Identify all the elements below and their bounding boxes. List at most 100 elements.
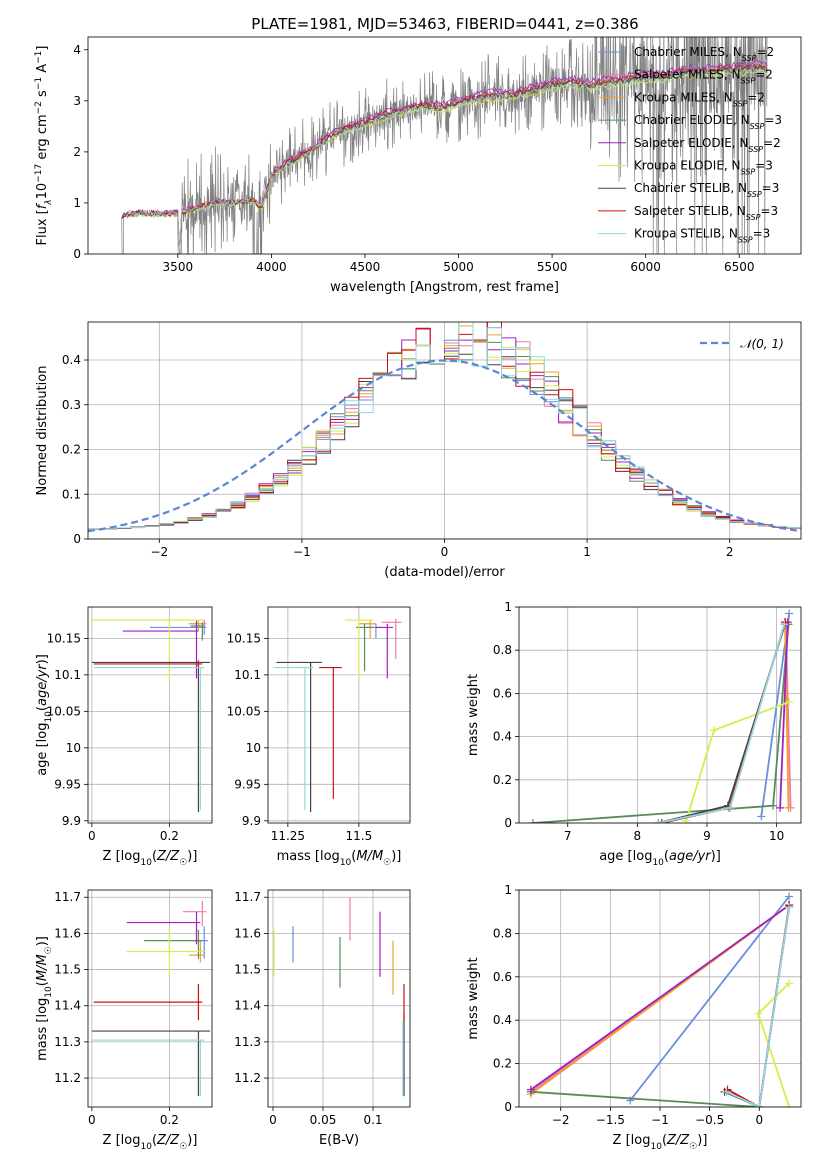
mass-vs-z-plot-area <box>91 900 211 1097</box>
weight-marker <box>785 609 794 618</box>
y-tick-label: 1 <box>504 600 512 614</box>
weight-marker <box>785 903 794 912</box>
y-axis-label: mass [log10(M/M☉)] <box>35 936 54 1061</box>
x-tick-label: 0 <box>441 545 449 559</box>
observed-spectrum <box>121 37 768 254</box>
y-tick-label: 0 <box>504 816 512 830</box>
weight-marker <box>725 803 734 812</box>
weight-line-0 <box>629 895 790 1102</box>
y-tick-label: 3 <box>73 94 81 108</box>
age-vs-mass-frame <box>267 606 411 824</box>
mw-vs-age-plot-area <box>528 609 795 823</box>
y-tick-label: 0 <box>504 1100 512 1114</box>
x-tick-label: 11.25 <box>271 829 305 843</box>
legend-entry: Chabrier MILES, NSSP=2 <box>634 45 774 63</box>
weight-line-6 <box>658 624 786 823</box>
x-tick-label: 0.05 <box>310 1113 337 1127</box>
mw-vs-age-axes: 7 8 9 10 0 0.2 0.4 0.6 0.8 1 age [log10(age/yr)] ma… <box>466 600 802 868</box>
y-tick-label: 0 <box>73 532 81 546</box>
mass-vs-z-frame <box>87 889 213 1108</box>
y-axis-label: age [log10(age/yr)] <box>35 654 54 776</box>
weight-marker <box>785 1103 794 1107</box>
x-axis-label: Z [log10(Z/Z☉)] <box>103 1133 198 1152</box>
x-tick-label: 4500 <box>350 260 381 274</box>
x-tick-label: 8 <box>634 829 642 843</box>
weight-marker <box>780 620 789 629</box>
y-tick-label: 9.95 <box>234 777 261 791</box>
y-tick-label: 11.2 <box>234 1071 261 1085</box>
y-tick-label: 10.05 <box>47 704 81 718</box>
age-vs-z-frame <box>87 606 213 824</box>
weight-marker <box>722 1087 731 1096</box>
x-tick-label: 5000 <box>443 260 474 274</box>
normal-curve <box>88 359 799 533</box>
mass-vs-ebv-plot-area <box>273 897 405 1097</box>
y-tick-label: 0.2 <box>493 1057 512 1071</box>
y-axis-label: Normed distribution <box>35 366 50 496</box>
y-tick-label: 2 <box>73 145 81 159</box>
weight-marker <box>776 803 785 812</box>
y-tick-label: 11.2 <box>54 1071 81 1085</box>
y-tick-label: 11.5 <box>54 963 81 977</box>
model-spectrum-7 <box>121 63 768 254</box>
mw-vs-z-axes: −2 −1.5 −1 −0.5 0 0 0.2 0.4 0.6 0.8 1 Z [log10(Z/Z☉… <box>466 883 802 1152</box>
y-tick-label: 10.15 <box>47 631 81 645</box>
histogram-8 <box>88 322 801 530</box>
x-tick-label: 6000 <box>630 260 661 274</box>
legend-entry: Chabrier STELIB, NSSP=3 <box>634 181 779 199</box>
model-spectrum-3 <box>121 63 768 254</box>
y-tick-label: 4 <box>73 43 81 57</box>
model-spectrum-1 <box>121 61 768 254</box>
weight-marker <box>785 892 794 901</box>
mass-vs-ebv-frame <box>267 889 411 1108</box>
x-tick-label: 3500 <box>163 260 194 274</box>
y-tick-label: 0.2 <box>493 773 512 787</box>
spectrum-axes: 3500 4000 4500 5000 5500 6000 6500 0 1 2 3 4 Chabrie… <box>34 36 802 295</box>
y-axis-label: mass weight <box>466 674 481 756</box>
age-vs-z-plot-area <box>91 619 211 813</box>
model-spectrum-8 <box>121 66 768 254</box>
y-tick-label: 11.6 <box>54 926 81 940</box>
weight-marker <box>769 801 778 810</box>
x-tick-label: 0.2 <box>160 829 179 843</box>
weight-line-8 <box>726 907 790 1107</box>
x-axis-label: wavelength [Angstrom, rest frame] <box>330 280 559 295</box>
x-tick-label: 0.2 <box>160 1113 179 1127</box>
y-tick-label: 10.15 <box>227 631 261 645</box>
weight-marker <box>657 819 666 823</box>
y-tick-label: 1 <box>73 196 81 210</box>
x-axis-label: (data-model)/error <box>384 565 505 580</box>
mw-vs-z-plot-area <box>526 892 794 1107</box>
y-tick-label: 10 <box>66 741 81 755</box>
y-tick-label: 10.1 <box>54 668 81 682</box>
x-tick-label: 0 <box>755 1113 763 1127</box>
x-tick-label: 6500 <box>724 260 755 274</box>
x-tick-label: −1 <box>651 1113 669 1127</box>
y-axis-label: Flux [fλ10−17 erg cm−2 s−1 A−1] <box>34 46 54 246</box>
spectrum-frame <box>87 36 802 255</box>
legend-entry: 𝒩(0, 1) <box>740 337 784 351</box>
y-tick-label: 0.4 <box>62 353 81 367</box>
mw-vs-z-frame <box>518 889 802 1108</box>
x-axis-label: E(B-V) <box>319 1133 359 1148</box>
legend-entry: Salpeter STELIB, NSSP=3 <box>634 204 778 222</box>
x-axis-label: Z [log10(Z/Z☉)] <box>103 849 198 868</box>
weight-marker <box>754 1009 763 1018</box>
model-spectrum-4 <box>121 58 768 254</box>
y-tick-label: 11.4 <box>54 999 81 1013</box>
weight-marker <box>757 812 766 821</box>
legend-entry: Kroupa ELODIE, NSSP=3 <box>634 159 773 177</box>
legend-entry: Salpeter MILES, NSSP=2 <box>634 68 773 86</box>
x-tick-label: 4000 <box>256 260 287 274</box>
y-tick-label: 0.6 <box>493 970 512 984</box>
plot-layer: 3500 4000 4500 5000 5500 6000 6500 0 1 2 3 4 Chabrie… <box>34 36 802 1152</box>
y-axis-label: mass weight <box>466 957 481 1039</box>
weight-marker <box>755 1103 764 1107</box>
x-tick-label: 7 <box>564 829 572 843</box>
x-tick-label: 0 <box>269 1113 277 1127</box>
y-tick-label: 0.8 <box>493 643 512 657</box>
x-tick-label: 11.5 <box>346 829 373 843</box>
residuals-axes: −2 −1 0 1 2 0 0.1 0.2 0.3 0.4 𝒩(0, 1) (data-model)/… <box>35 321 802 580</box>
y-tick-label: 0.1 <box>62 487 81 501</box>
